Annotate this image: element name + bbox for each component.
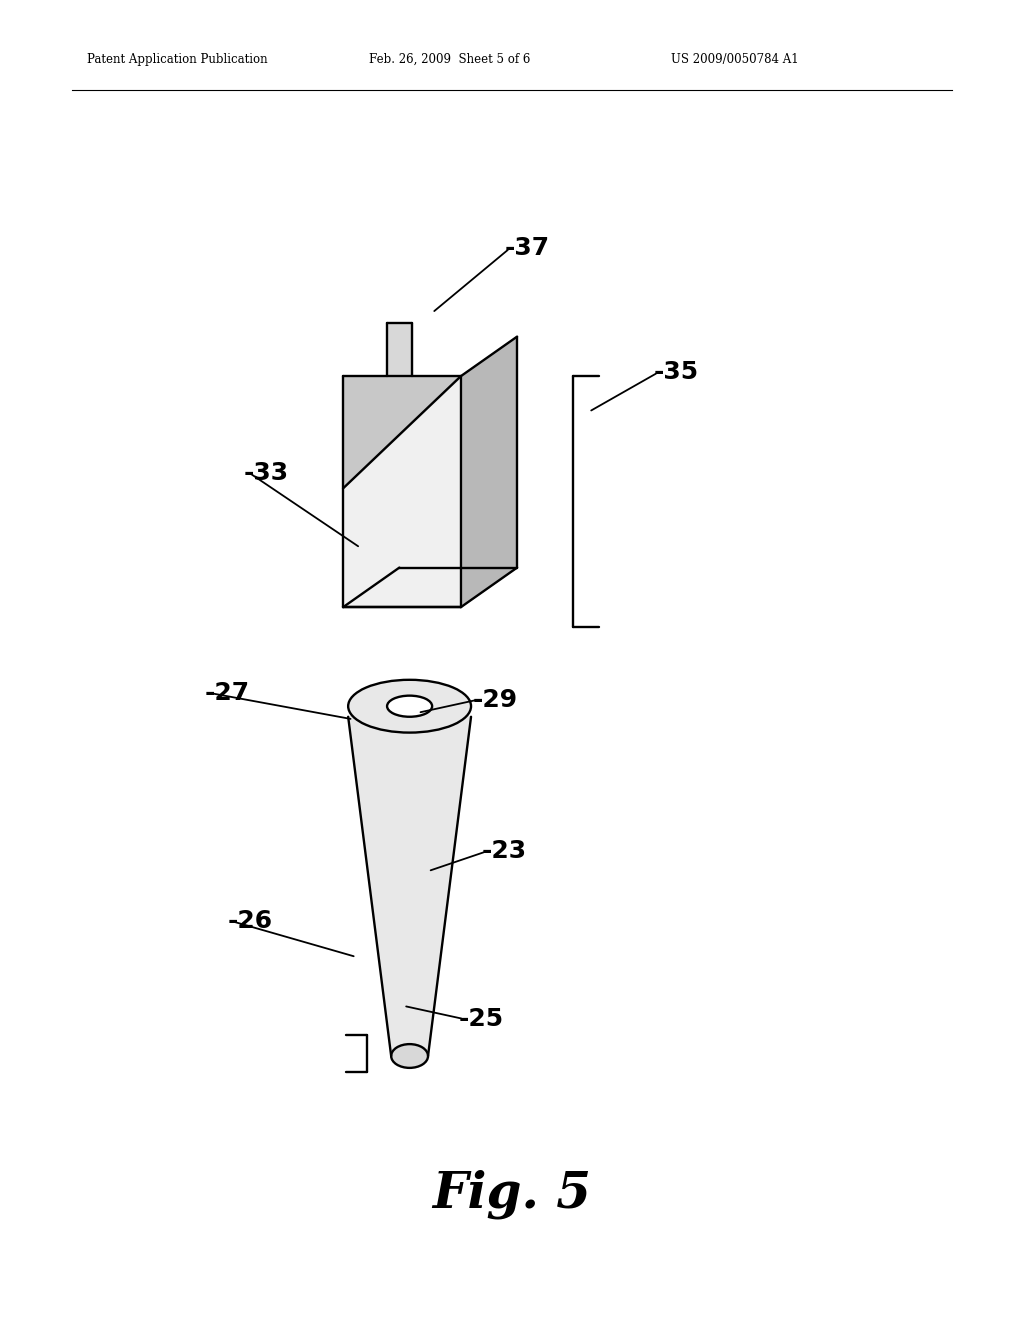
Text: US 2009/0050784 A1: US 2009/0050784 A1 <box>671 53 799 66</box>
Polygon shape <box>461 337 517 607</box>
Text: -37: -37 <box>505 236 550 260</box>
Polygon shape <box>343 376 461 607</box>
Ellipse shape <box>391 1044 428 1068</box>
Text: -25: -25 <box>459 1007 504 1031</box>
Text: -23: -23 <box>481 840 526 863</box>
Polygon shape <box>348 717 471 1056</box>
Polygon shape <box>343 376 461 488</box>
Polygon shape <box>343 568 517 607</box>
Text: -33: -33 <box>244 461 289 484</box>
Text: Fig. 5: Fig. 5 <box>432 1170 592 1220</box>
Ellipse shape <box>348 680 471 733</box>
Text: -27: -27 <box>205 681 250 705</box>
Text: Patent Application Publication: Patent Application Publication <box>87 53 267 66</box>
Polygon shape <box>387 323 412 376</box>
Ellipse shape <box>387 696 432 717</box>
Text: -26: -26 <box>227 909 272 933</box>
Text: -35: -35 <box>653 360 698 384</box>
Text: -29: -29 <box>473 688 518 711</box>
Text: Feb. 26, 2009  Sheet 5 of 6: Feb. 26, 2009 Sheet 5 of 6 <box>369 53 530 66</box>
